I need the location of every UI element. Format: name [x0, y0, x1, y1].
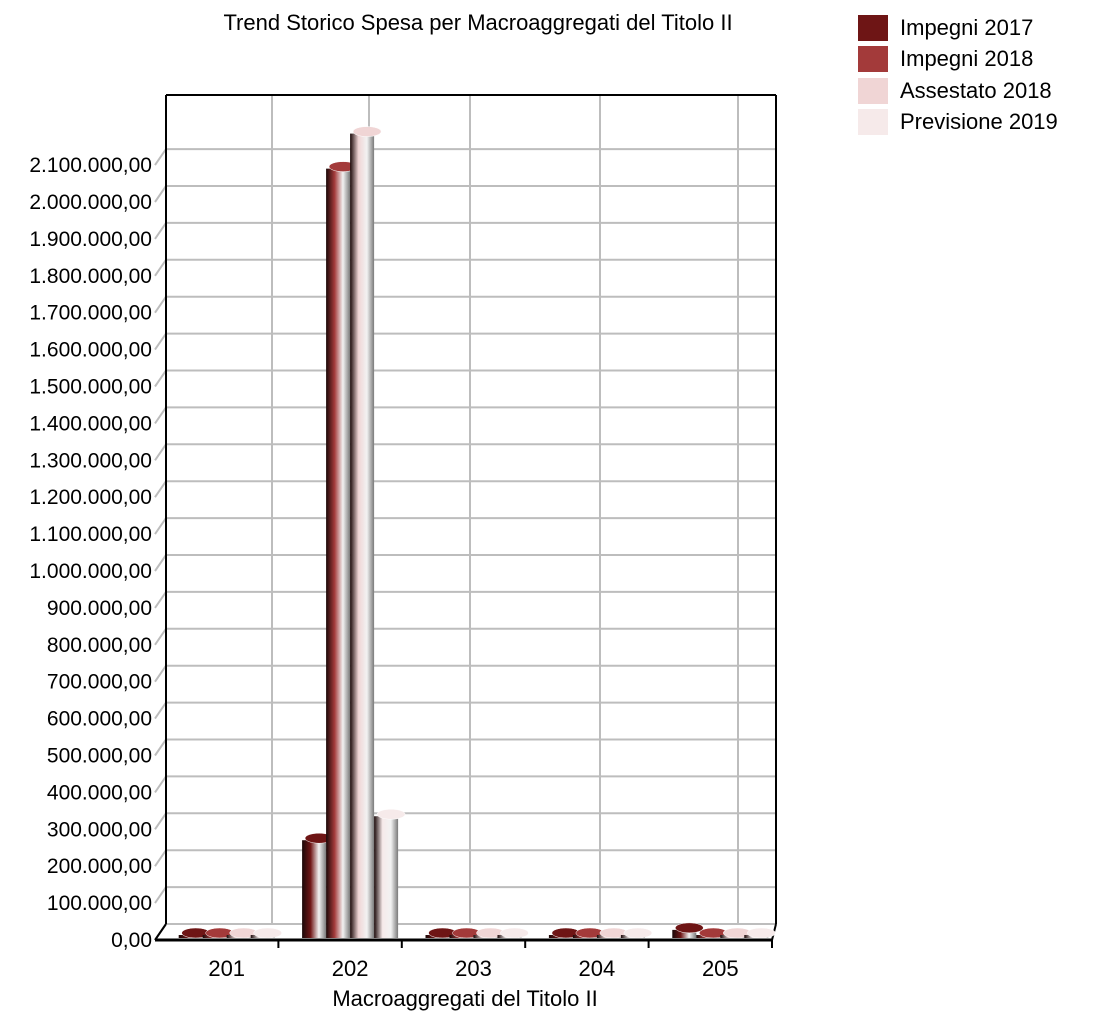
- y-tick-label: 1.000.000,00: [29, 560, 152, 583]
- legend-label: Impegni 2018: [900, 46, 1034, 72]
- bar-cap: [623, 927, 653, 939]
- bar-cap: [253, 927, 282, 939]
- y-tick-label: 500.000,00: [47, 745, 152, 768]
- legend-label: Previsione 2019: [900, 109, 1058, 135]
- y-tick-label: 0,00: [111, 929, 152, 952]
- y-tick-label: 1.900.000,00: [29, 228, 152, 251]
- y-tick-label: 2.100.000,00: [29, 154, 152, 177]
- y-tick-label: 1.700.000,00: [29, 302, 152, 325]
- x-tick-label: 205: [702, 956, 739, 981]
- legend-swatch: [858, 77, 888, 104]
- legend-item: Impegni 2017: [858, 12, 1058, 44]
- bar: [350, 133, 375, 938]
- legend-item: Previsione 2019: [858, 107, 1058, 139]
- legend-swatch: [858, 109, 888, 136]
- y-tick-label: 200.000,00: [47, 855, 152, 878]
- y-tick-label: 300.000,00: [47, 818, 152, 841]
- bar-cap: [675, 922, 704, 934]
- legend-item: Impegni 2018: [858, 44, 1058, 76]
- y-tick-label: 1.800.000,00: [29, 265, 152, 288]
- y-tick-label: 800.000,00: [47, 634, 152, 657]
- bar-cap: [376, 808, 406, 820]
- bar: [672, 929, 697, 938]
- bars: [178, 126, 776, 939]
- y-tick-label: 1.300.000,00: [29, 449, 152, 472]
- bar-cap: [747, 927, 776, 939]
- legend-swatch: [858, 46, 888, 73]
- x-tick-label: 204: [579, 956, 616, 981]
- legend-label: Assestato 2018: [900, 77, 1052, 103]
- y-tick-label: 900.000,00: [47, 597, 152, 620]
- y-tick-label: 1.200.000,00: [29, 486, 152, 509]
- legend-item: Assestato 2018: [858, 75, 1058, 107]
- y-tick-labels: 0,00 100.000,00 200.000,00 300.000,00 400.00…: [29, 154, 152, 952]
- legend-label: Impegni 2017: [900, 14, 1034, 40]
- chart-title: Trend Storico Spesa per Macroaggregati d…: [223, 10, 732, 35]
- x-tick-label: 203: [455, 956, 492, 981]
- bar: [326, 168, 351, 938]
- axes: [154, 94, 777, 942]
- x-tick-label: 202: [332, 956, 369, 981]
- y-tick-label: 600.000,00: [47, 708, 152, 731]
- bar-cap: [352, 126, 382, 137]
- legend-swatch: [858, 14, 888, 41]
- grid: [154, 95, 776, 941]
- legend: Impegni 2017 Impegni 2018 Assestato 2018 Pr…: [858, 12, 1058, 138]
- y-tick-label: 1.100.000,00: [29, 523, 152, 546]
- bar: [374, 816, 399, 938]
- x-tick-labels: 201 202 203 204 205: [208, 940, 773, 981]
- y-tick-label: 100.000,00: [47, 892, 152, 915]
- y-tick-label: 1.600.000,00: [29, 339, 152, 362]
- y-tick-label: 1.400.000,00: [29, 412, 152, 435]
- x-tick-label: 201: [208, 956, 245, 981]
- y-tick-label: 400.000,00: [47, 781, 152, 804]
- bar: [302, 840, 327, 938]
- y-tick-label: 1.500.000,00: [29, 376, 152, 399]
- x-axis-label: Macroaggregati del Titolo II: [332, 986, 597, 1011]
- y-tick-label: 700.000,00: [47, 671, 152, 694]
- bar-cap: [500, 927, 529, 939]
- y-tick-label: 2.000.000,00: [29, 191, 152, 214]
